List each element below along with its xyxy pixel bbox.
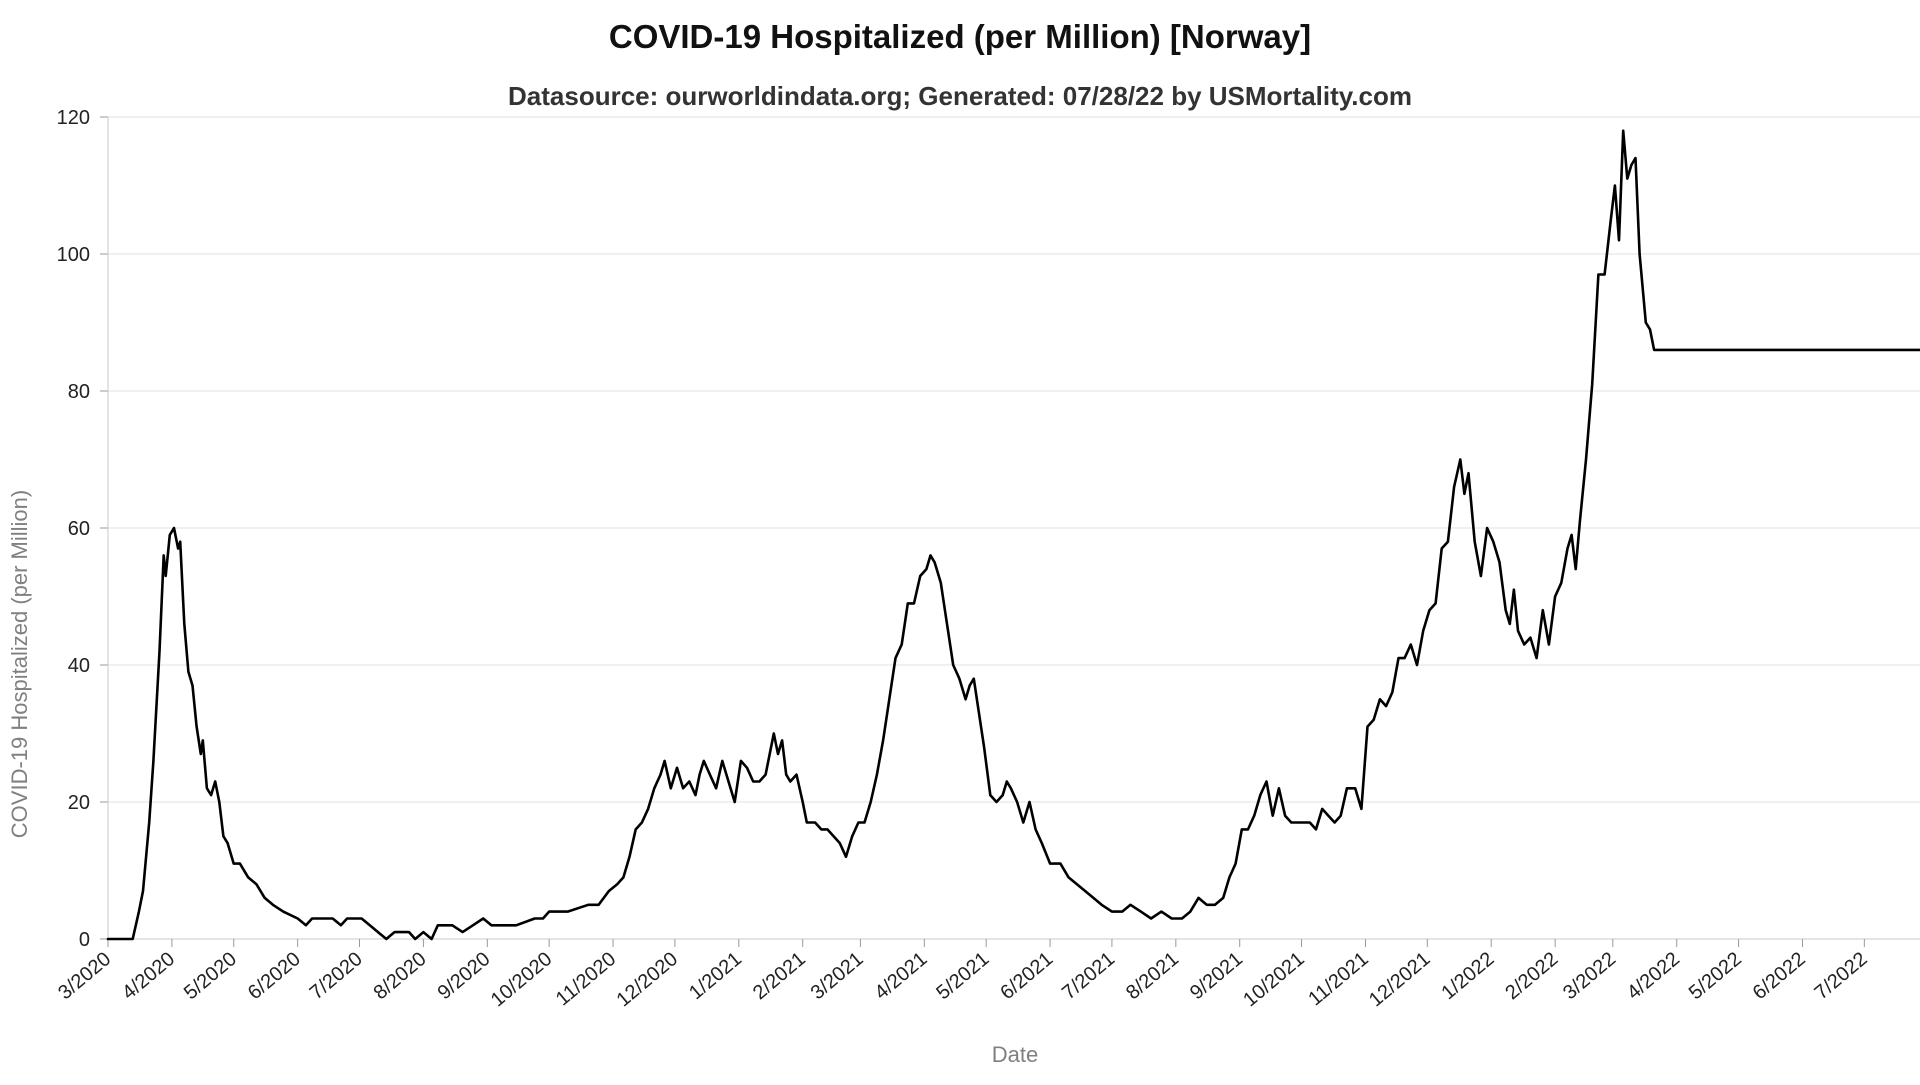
x-tick-label: 10/2020: [487, 948, 557, 1011]
x-tick-label: 2/2022: [1501, 948, 1562, 1004]
series-layer: [106, 129, 1920, 941]
x-tick-label: 7/2022: [1811, 948, 1872, 1004]
x-tick-label: 2/2021: [749, 948, 810, 1004]
x-tick-label: 6/2020: [244, 948, 305, 1004]
x-tick-label: 3/2020: [54, 948, 115, 1004]
x-tick-label: 1/2022: [1437, 948, 1498, 1004]
x-tick-label: 5/2021: [932, 948, 993, 1004]
x-tick-label: 10/2021: [1239, 948, 1309, 1011]
y-tick-label: 0: [79, 929, 90, 951]
y-axis-label: COVID-19 Hospitalized (per Million): [7, 490, 32, 838]
gridlines: [108, 116, 1920, 803]
x-tick-label: 3/2021: [807, 948, 868, 1004]
x-tick-label: 5/2022: [1685, 948, 1746, 1004]
x-tick-label: 6/2022: [1749, 948, 1810, 1004]
x-tick-label: 9/2021: [1186, 948, 1247, 1004]
chart-title: COVID-19 Hospitalized (per Million) [Nor…: [609, 18, 1311, 55]
x-axis-label: Date: [992, 1042, 1038, 1067]
x-tick-label: 4/2021: [871, 948, 932, 1004]
x-tick-label: 4/2020: [118, 948, 179, 1004]
x-tick-label: 4/2022: [1623, 948, 1684, 1004]
y-tick-label: 120: [57, 107, 90, 129]
x-tick-label: 6/2021: [996, 948, 1057, 1004]
y-tick-label: 20: [68, 792, 90, 814]
y-axis: 0 20 40 60 80 100 120: [57, 107, 109, 951]
x-tick-label: 3/2022: [1559, 948, 1620, 1004]
y-tick-label: 60: [68, 518, 90, 540]
x-tick-label: 12/2020: [613, 948, 683, 1011]
chart-subtitle: Datasource: ourworldindata.org; Generate…: [508, 81, 1412, 111]
x-tick-label: 7/2021: [1058, 948, 1119, 1004]
y-tick-label: 40: [68, 655, 90, 677]
x-axis: 3/2020 4/2020 5/2020 6/2020 7/2020 8/2020 9/20…: [54, 938, 1920, 1011]
x-tick-label: 5/2020: [180, 948, 241, 1004]
series-line: [106, 129, 1920, 941]
y-tick-label: 100: [57, 244, 90, 266]
x-tick-label: 11/2020: [552, 948, 620, 1010]
y-tick-label: 80: [68, 381, 90, 403]
x-tick-label: 11/2021: [1304, 948, 1372, 1010]
x-tick-label: 1/2021: [685, 948, 746, 1004]
x-tick-label: 7/2020: [306, 948, 367, 1004]
x-tick-label: 12/2021: [1365, 948, 1435, 1011]
x-tick-label: 9/2020: [434, 948, 495, 1004]
x-tick-label: 8/2021: [1122, 948, 1183, 1004]
x-tick-label: 8/2020: [370, 948, 431, 1004]
